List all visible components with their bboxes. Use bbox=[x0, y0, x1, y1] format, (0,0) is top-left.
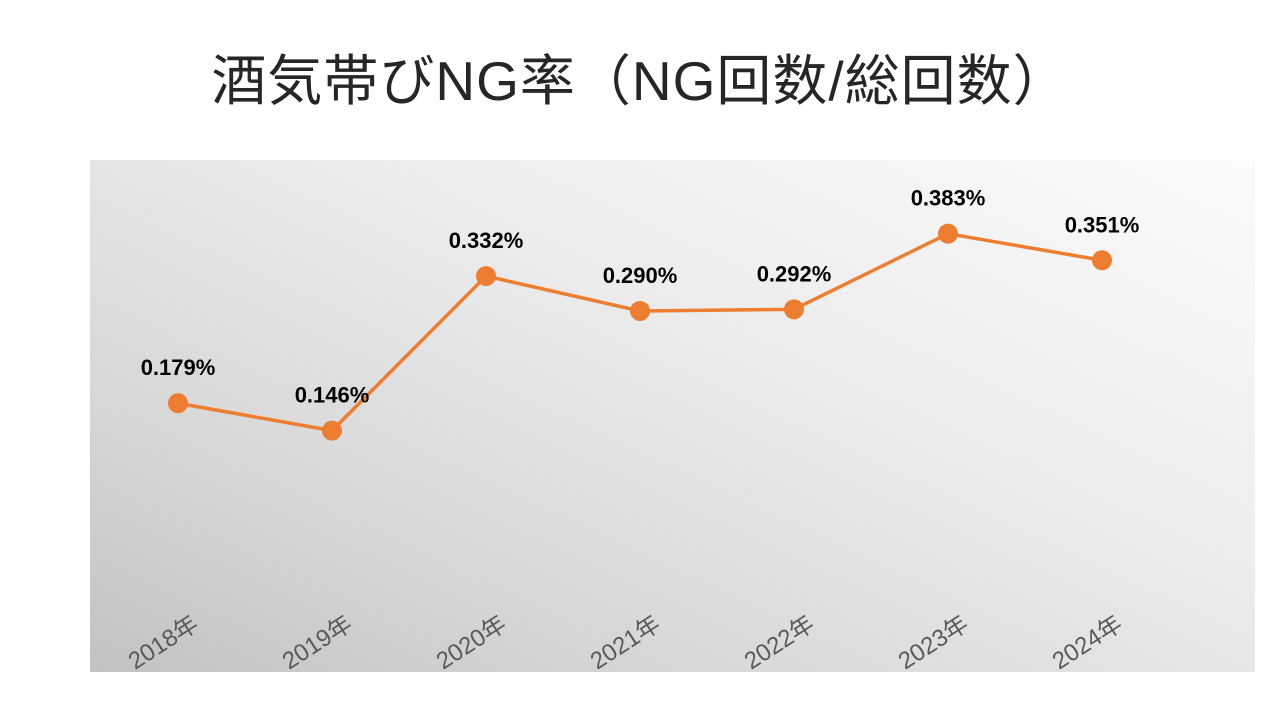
x-axis-label: 2019年 bbox=[278, 610, 358, 672]
data-point-marker bbox=[630, 300, 650, 321]
data-point-marker bbox=[476, 266, 496, 287]
x-axis-label: 2023年 bbox=[894, 610, 974, 672]
data-label: 0.179% bbox=[141, 355, 216, 380]
data-point-marker bbox=[784, 299, 804, 320]
data-label: 0.383% bbox=[911, 186, 986, 211]
x-axis-label: 2022年 bbox=[740, 610, 820, 672]
data-label: 0.292% bbox=[757, 261, 832, 286]
data-point-marker bbox=[168, 393, 188, 414]
data-point-marker bbox=[322, 420, 342, 441]
x-axis-label: 2021年 bbox=[586, 610, 666, 672]
plot-area: 0.179% 2018年 0.146% 2019年 0.332% 2020年 0.290% 2… bbox=[90, 160, 1255, 672]
data-label: 0.146% bbox=[295, 383, 370, 408]
chart-title: 酒気帯びNG率（NG回数/総回数） bbox=[211, 50, 1069, 112]
x-axis-label: 2020年 bbox=[432, 610, 512, 672]
data-label: 0.351% bbox=[1065, 212, 1140, 237]
x-axis-label: 2018年 bbox=[124, 610, 204, 672]
x-axis-label: 2024年 bbox=[1048, 610, 1128, 672]
line-chart: 0.179% 2018年 0.146% 2019年 0.332% 2020年 0.290% 2… bbox=[124, 186, 1140, 672]
data-point-marker bbox=[938, 223, 958, 244]
data-point-marker bbox=[1092, 250, 1112, 271]
data-label: 0.290% bbox=[603, 263, 678, 288]
data-label: 0.332% bbox=[449, 228, 524, 253]
